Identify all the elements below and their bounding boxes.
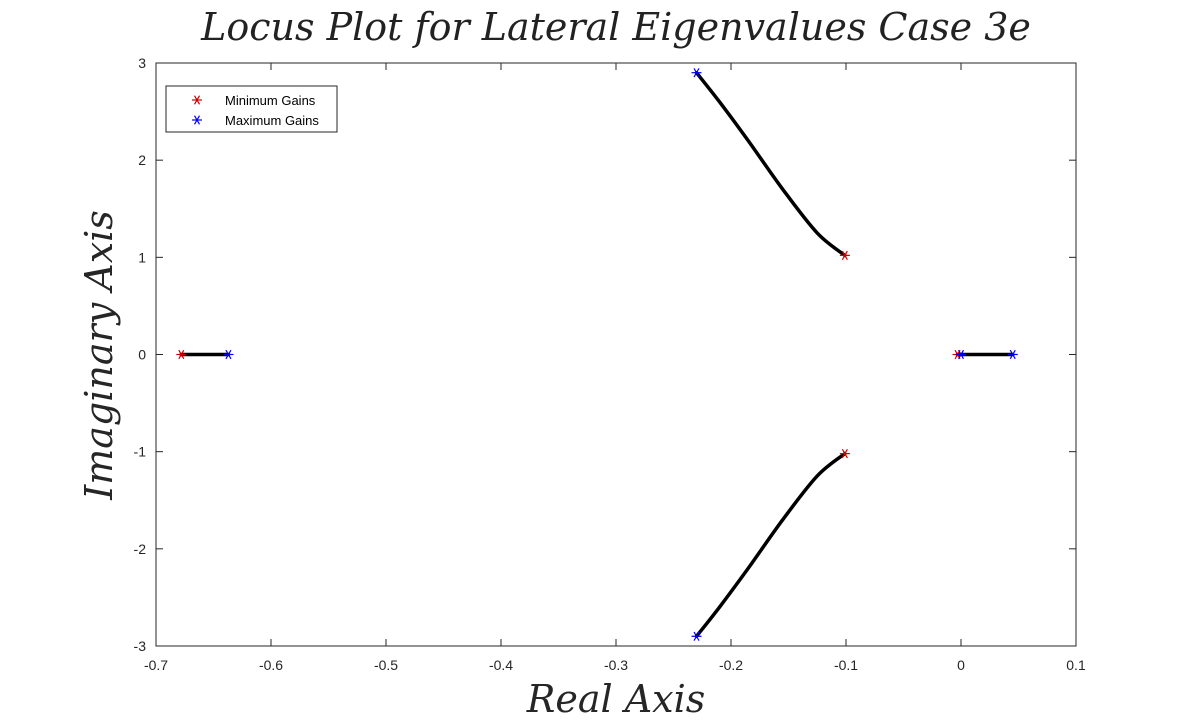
min-gain-marker bbox=[839, 250, 850, 261]
max-gain-marker bbox=[1007, 349, 1018, 360]
x-tick-label: -0.3 bbox=[604, 657, 628, 673]
locus-curve bbox=[694, 451, 847, 639]
min-gain-marker bbox=[176, 349, 187, 360]
legend-label-max: Maximum Gains bbox=[225, 113, 319, 128]
legend-marker-max bbox=[192, 115, 202, 125]
legend-label-min: Minimum Gains bbox=[225, 93, 316, 108]
legend-marker-min bbox=[192, 95, 202, 105]
legend: Minimum Gains Maximum Gains bbox=[165, 85, 338, 133]
y-tick-label: 2 bbox=[138, 152, 146, 168]
x-tick-label: -0.6 bbox=[259, 657, 283, 673]
x-tick-label: -0.7 bbox=[144, 657, 168, 673]
x-tick-label: 0.1 bbox=[1066, 657, 1086, 673]
x-tick-label: -0.5 bbox=[374, 657, 398, 673]
x-axis-label: Real Axis bbox=[526, 677, 706, 721]
x-tick-label: -0.1 bbox=[834, 657, 858, 673]
y-axis-label: Imaginary Axis bbox=[77, 210, 121, 501]
y-tick-label: 0 bbox=[138, 347, 146, 363]
y-tick-label: -1 bbox=[134, 444, 147, 460]
y-tick-label: 3 bbox=[138, 55, 146, 71]
y-tick-label: -2 bbox=[134, 541, 147, 557]
max-gain-marker bbox=[691, 631, 702, 641]
chart-title: Locus Plot for Lateral Eigenvalues Case … bbox=[200, 5, 1031, 49]
axis-ticks: -0.7 -0.6 -0.5 -0.4 -0.3 -0.2 -0.1 0 0.1 3 2 1 0 -1 -2… bbox=[134, 55, 1086, 673]
min-gain-marker bbox=[839, 448, 850, 459]
max-gain-marker bbox=[691, 68, 702, 78]
y-tick-label: 1 bbox=[138, 249, 146, 265]
x-tick-label: -0.4 bbox=[489, 657, 513, 673]
legend-marker-min-icon bbox=[192, 95, 202, 105]
max-gain-marker bbox=[956, 349, 966, 360]
locus-lines bbox=[179, 70, 1015, 639]
y-tick-label: -3 bbox=[134, 638, 147, 654]
x-tick-label: -0.2 bbox=[719, 657, 743, 673]
legend-marker-max-icon bbox=[192, 115, 202, 125]
locus-curve bbox=[694, 70, 847, 258]
plot-area bbox=[155, 62, 1077, 647]
data-markers bbox=[176, 68, 1018, 641]
max-gain-marker bbox=[223, 349, 234, 360]
x-tick-label: 0 bbox=[957, 657, 965, 673]
